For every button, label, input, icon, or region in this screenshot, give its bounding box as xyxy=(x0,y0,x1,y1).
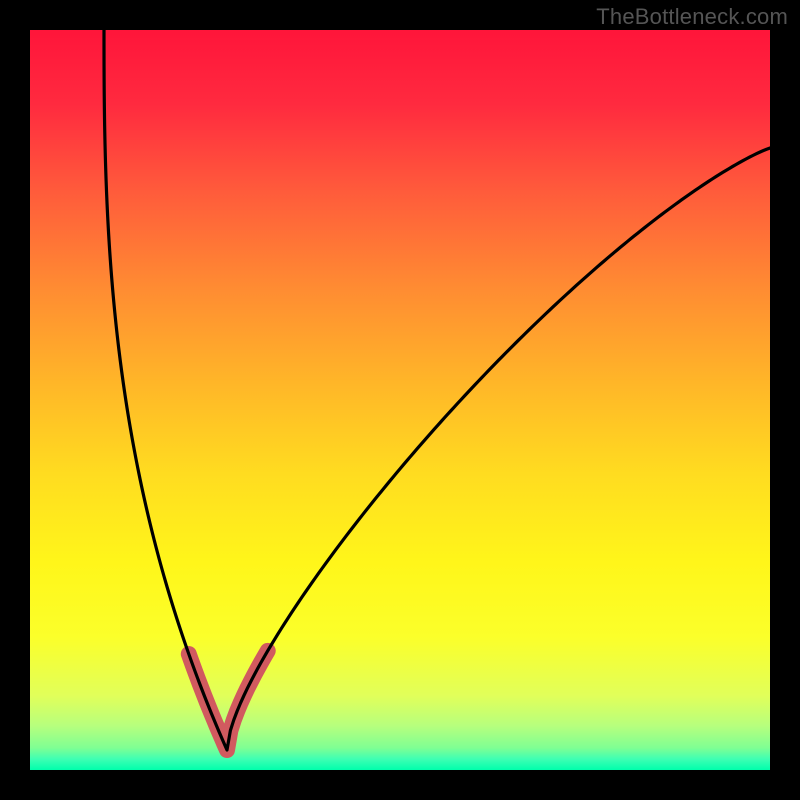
plot-area xyxy=(30,30,770,770)
bottleneck-curve xyxy=(104,30,770,750)
curve-layer xyxy=(30,30,770,770)
watermark-text: TheBottleneck.com xyxy=(596,4,788,30)
